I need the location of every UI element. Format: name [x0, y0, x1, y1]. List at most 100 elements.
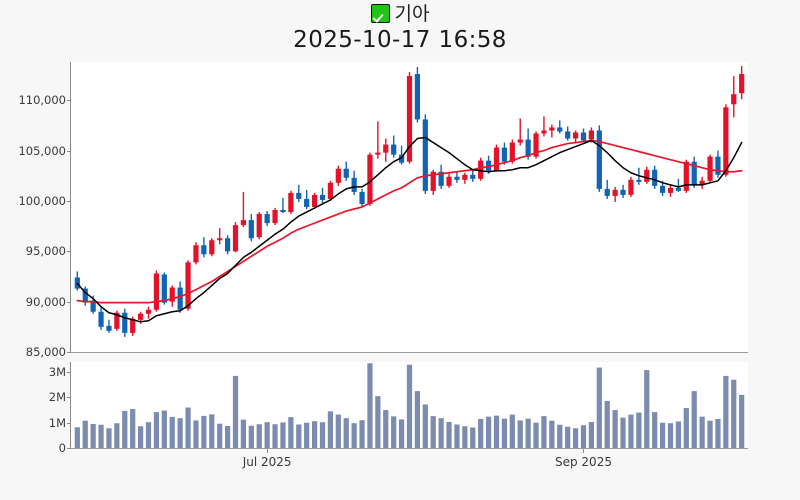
volume-bar	[470, 427, 476, 448]
chart-title-line: 기아	[0, 0, 800, 26]
volume-bar	[296, 424, 302, 448]
volume-bar	[565, 426, 571, 448]
volume-bar	[122, 410, 128, 448]
volume-bar	[596, 367, 602, 448]
volume-bar	[723, 375, 729, 448]
volume-bar	[652, 412, 658, 448]
volume-bar	[193, 420, 199, 448]
volume-bar	[462, 426, 468, 448]
time-x-tickmark	[582, 449, 584, 453]
candlestick	[470, 169, 476, 182]
volume-bar	[391, 416, 397, 448]
volume-bar	[169, 416, 175, 448]
volume-bar	[699, 416, 705, 448]
check-square-icon	[370, 4, 390, 23]
candlestick	[383, 138, 389, 162]
volume-y-axis	[70, 362, 71, 449]
volume-bar	[106, 428, 112, 448]
price-y-axis	[70, 62, 71, 353]
time-x-tick-label: Jul 2025	[242, 455, 292, 469]
volume-bar	[533, 422, 539, 448]
candlestick	[667, 184, 674, 197]
candlestick	[541, 116, 547, 137]
candlestick	[612, 186, 618, 202]
volume-y-tick-label: 2M	[48, 390, 66, 405]
volume-bar	[406, 364, 413, 448]
candlestick	[335, 165, 341, 186]
time-x-tickmark	[266, 449, 268, 453]
candlestick	[707, 154, 713, 183]
volume-bar	[509, 414, 515, 448]
price-y-tick-label: 100,000	[18, 193, 66, 208]
candlestick	[256, 212, 262, 240]
price-y-tick-label: 85,000	[25, 345, 66, 359]
volume-bar	[501, 418, 508, 448]
volume-bar	[644, 370, 650, 448]
volume-y-tickmark	[67, 372, 71, 374]
candlestick	[580, 128, 587, 143]
candlestick	[304, 189, 310, 210]
candlestick	[122, 308, 128, 337]
volume-bar	[232, 375, 239, 448]
candlestick	[327, 180, 334, 201]
candlestick	[406, 72, 413, 164]
volume-bar	[130, 409, 136, 448]
candlestick	[485, 155, 492, 174]
volume-bar	[557, 424, 563, 448]
volume-bar	[82, 420, 88, 448]
candlestick	[628, 176, 634, 197]
candlestick	[232, 222, 239, 253]
volume-bar	[74, 427, 80, 448]
candlestick	[319, 187, 326, 203]
candlestick	[375, 121, 381, 159]
candlestick	[683, 159, 689, 193]
candlestick	[359, 188, 365, 207]
volume-bar	[659, 422, 666, 448]
candlestick	[311, 192, 318, 210]
volume-bar	[383, 410, 389, 448]
candlestick	[517, 118, 523, 146]
volume-y-tick-label: 1M	[48, 415, 66, 430]
volume-bar	[375, 396, 381, 448]
candlestick	[98, 307, 104, 330]
volume-bar	[636, 412, 642, 448]
volume-bar	[541, 416, 547, 448]
candlestick	[296, 184, 302, 202]
volume-y-tickmark	[67, 448, 71, 449]
volume-y-tick-label: 3M	[48, 365, 66, 380]
candlestick	[201, 237, 207, 258]
volume-bar	[319, 422, 326, 448]
volume-bar	[478, 418, 484, 448]
candlestick	[422, 114, 428, 194]
candlestick	[153, 270, 160, 312]
volume-bar	[209, 414, 215, 448]
volume-bar	[398, 419, 405, 448]
price-y-tick-label: 90,000	[25, 294, 66, 309]
volume-bar	[201, 415, 207, 448]
chart-header: 기아 2025-10-17 16:58	[0, 0, 800, 58]
volume-bar	[145, 422, 152, 448]
candlestick	[446, 173, 452, 188]
candlestick	[675, 178, 682, 192]
chart-datetime: 2025-10-17 16:58	[293, 27, 507, 53]
volume-bar	[335, 414, 341, 448]
volume-bar	[264, 422, 270, 448]
candlestick	[525, 128, 531, 160]
candlestick	[493, 144, 500, 172]
volume-bar	[739, 394, 745, 448]
volume-bar	[137, 426, 144, 448]
volume-bar	[525, 418, 531, 448]
candlestick	[161, 272, 167, 305]
candlestick	[185, 260, 191, 311]
candlestick	[620, 184, 626, 198]
candlestick	[391, 135, 397, 158]
volume-y-tickmark	[67, 422, 71, 424]
candlestick	[691, 156, 697, 188]
volume-bar	[485, 416, 492, 448]
price-y-tickmark	[67, 100, 71, 102]
volume-bar	[493, 415, 500, 448]
volume-bar	[304, 422, 310, 448]
candlestick	[644, 166, 650, 184]
